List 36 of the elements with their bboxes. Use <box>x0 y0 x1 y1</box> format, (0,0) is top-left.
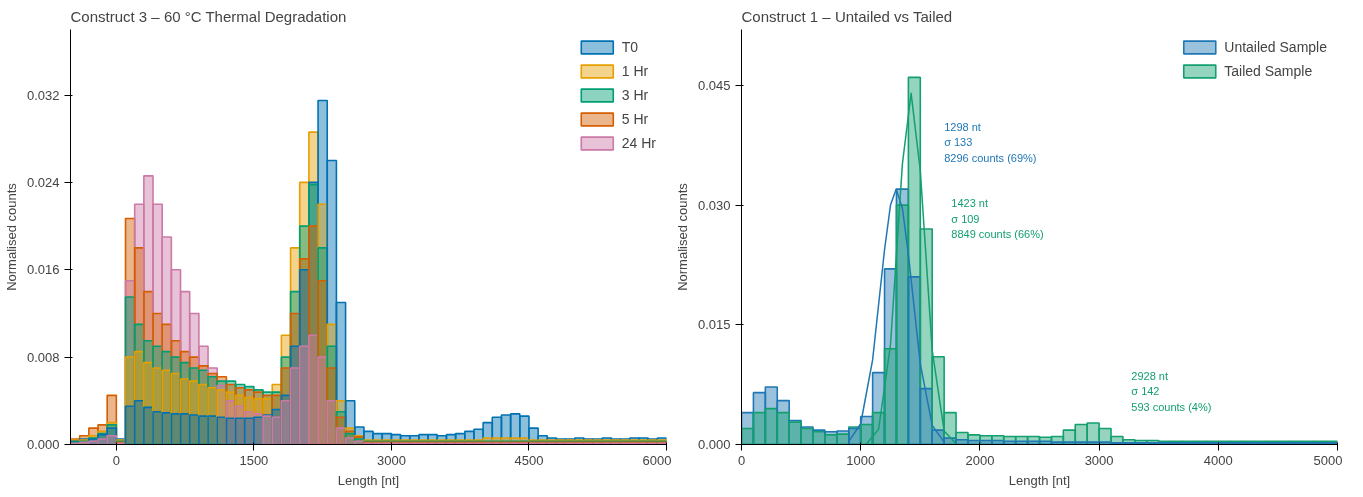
x-axis-title: Length [nt] <box>337 472 400 488</box>
y-tick-label: 0.015 <box>697 317 731 333</box>
annotation: 1423 nt σ 109 8849 counts (66%) <box>951 197 1044 241</box>
legend-label: 1 Hr <box>621 63 649 79</box>
x-tick-label: 1500 <box>239 452 269 468</box>
x-tick-label: 0 <box>737 452 746 468</box>
legend-label: Untailed Sample <box>1224 39 1327 55</box>
y-tick-label: 0.000 <box>697 437 731 452</box>
x-axis-title: Length [nt] <box>1008 472 1071 488</box>
chart-title: Construct 3 – 60 °C Thermal Degradation <box>70 7 347 25</box>
y-tick-label: 0.045 <box>697 77 731 93</box>
y-axis-title: Normalised counts <box>3 182 19 291</box>
legend-label: 24 Hr <box>621 135 656 151</box>
legend-label: 5 Hr <box>621 111 649 127</box>
y-tick-label: 0.016 <box>26 262 60 278</box>
annotation: 1298 nt σ 133 8296 counts (69%) <box>944 120 1037 164</box>
x-tick-label: 6000 <box>642 452 672 468</box>
y-tick-label: 0.024 <box>26 174 60 190</box>
y-axis-title: Normalised counts <box>674 182 690 291</box>
y-tick-label: 0.030 <box>697 197 731 213</box>
y-tick-label: 0.032 <box>26 87 60 103</box>
x-tick-label: 0 <box>112 452 120 468</box>
y-tick-label: 0.008 <box>26 349 60 365</box>
x-tick-label: 3000 <box>376 452 406 468</box>
x-tick-label: 4500 <box>514 452 544 468</box>
legend-label: T0 <box>621 39 640 55</box>
x-tick-label: 1000 <box>846 452 876 468</box>
x-tick-label: 4000 <box>1203 452 1233 468</box>
x-tick-label: 3000 <box>1084 452 1114 468</box>
legend-label: Tailed Sample <box>1224 63 1313 79</box>
x-tick-label: 5000 <box>1313 452 1343 468</box>
chart-title: Construct 1 – Untailed vs Tailed <box>741 7 953 25</box>
annotation: 2928 nt σ 142 593 counts (4%) <box>1131 369 1212 413</box>
x-tick-label: 2000 <box>965 452 995 468</box>
legend-label: 3 Hr <box>621 87 649 103</box>
y-tick-label: 0.000 <box>26 437 60 452</box>
